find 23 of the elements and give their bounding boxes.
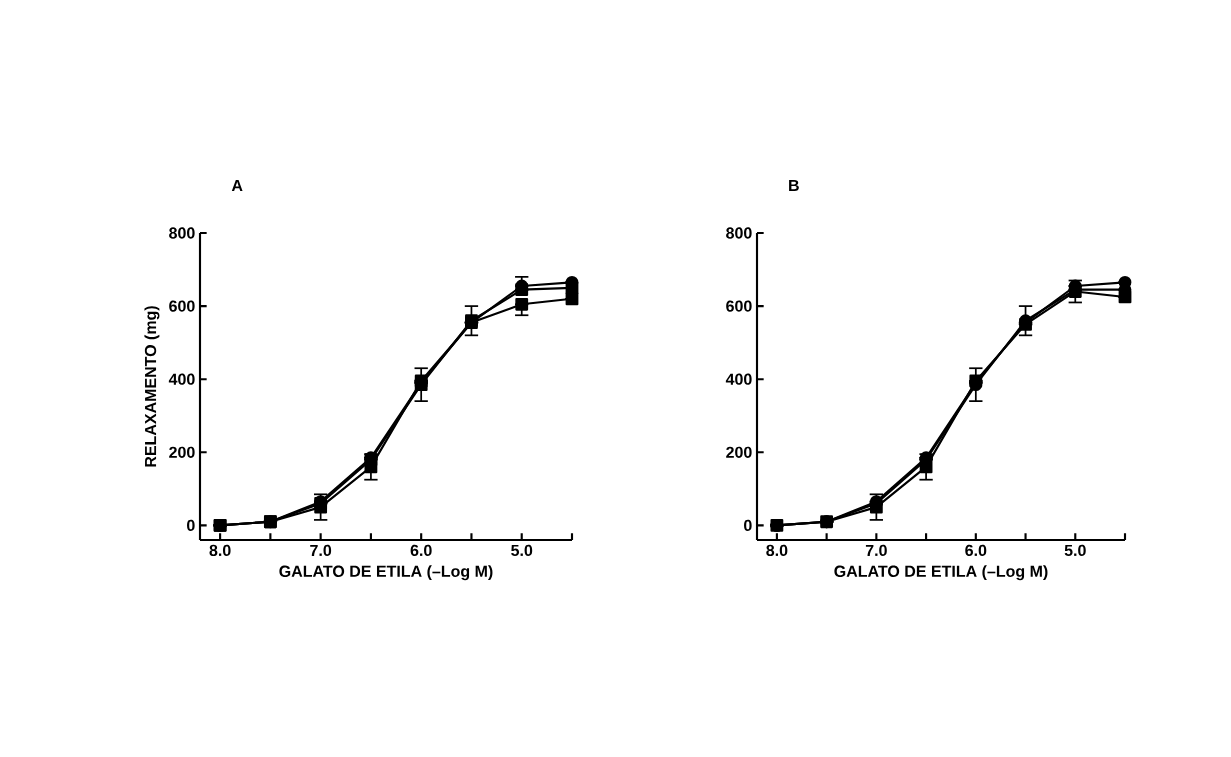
x-tick-label: 8.0 [766, 544, 788, 557]
y-tick-label: 800 [169, 227, 195, 239]
x-axis-title: GALATO DE ETILA (–Log M) [279, 565, 493, 581]
x-tick-label: 8.0 [209, 544, 231, 557]
y-tick-label: 0 [187, 519, 195, 532]
x-tick-label: 7.0 [310, 544, 332, 557]
x-tick-label: 6.0 [410, 544, 432, 557]
x-axis-title: GALATO DE ETILA (–Log M) [834, 565, 1048, 581]
x-tick-label: 6.0 [965, 544, 987, 557]
y-tick-label: 400 [725, 373, 752, 385]
x-tick-label: 7.0 [865, 544, 887, 557]
x-tick-label: 5.0 [511, 544, 533, 557]
y-tick-label: 600 [169, 300, 195, 312]
y-tick-label: 0 [744, 519, 752, 532]
y-tick-label: 200 [169, 446, 195, 458]
y-tick-label: 200 [726, 446, 752, 458]
chart-title: A [231, 179, 243, 191]
chart-title: B [789, 179, 799, 191]
y-tick-label: 400 [168, 373, 195, 385]
y-tick-label: 600 [726, 300, 752, 312]
y-axis-title: RELAXAMENTO (mg) [144, 306, 160, 467]
x-tick-label: 5.0 [1064, 544, 1086, 557]
y-tick-label: 800 [726, 227, 752, 239]
